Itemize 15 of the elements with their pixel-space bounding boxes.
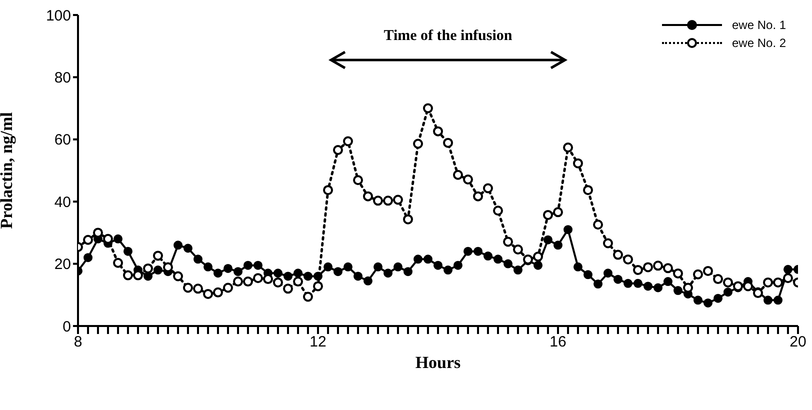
- x-tick-label: 20: [790, 334, 806, 351]
- legend-label: ewe No. 1: [732, 18, 786, 32]
- y-tick-label: 0: [62, 318, 71, 336]
- y-tick-label: 100: [46, 7, 71, 24]
- y-tick-label: 80: [54, 70, 71, 87]
- y-tick-label: 40: [54, 194, 71, 211]
- y-axis-title: Prolactin, ng/ml: [0, 112, 16, 229]
- annotation: Time of the infusion: [384, 28, 513, 44]
- x-axis-title: Hours: [415, 353, 462, 372]
- legend-label: ewe No. 2: [732, 36, 786, 50]
- y-tick-label: 60: [54, 132, 71, 149]
- y-tick-label: 20: [54, 256, 71, 274]
- x-tick-label: 8: [74, 334, 82, 351]
- x-tick-label: 12: [310, 334, 326, 351]
- x-tick-label: 16: [550, 334, 566, 351]
